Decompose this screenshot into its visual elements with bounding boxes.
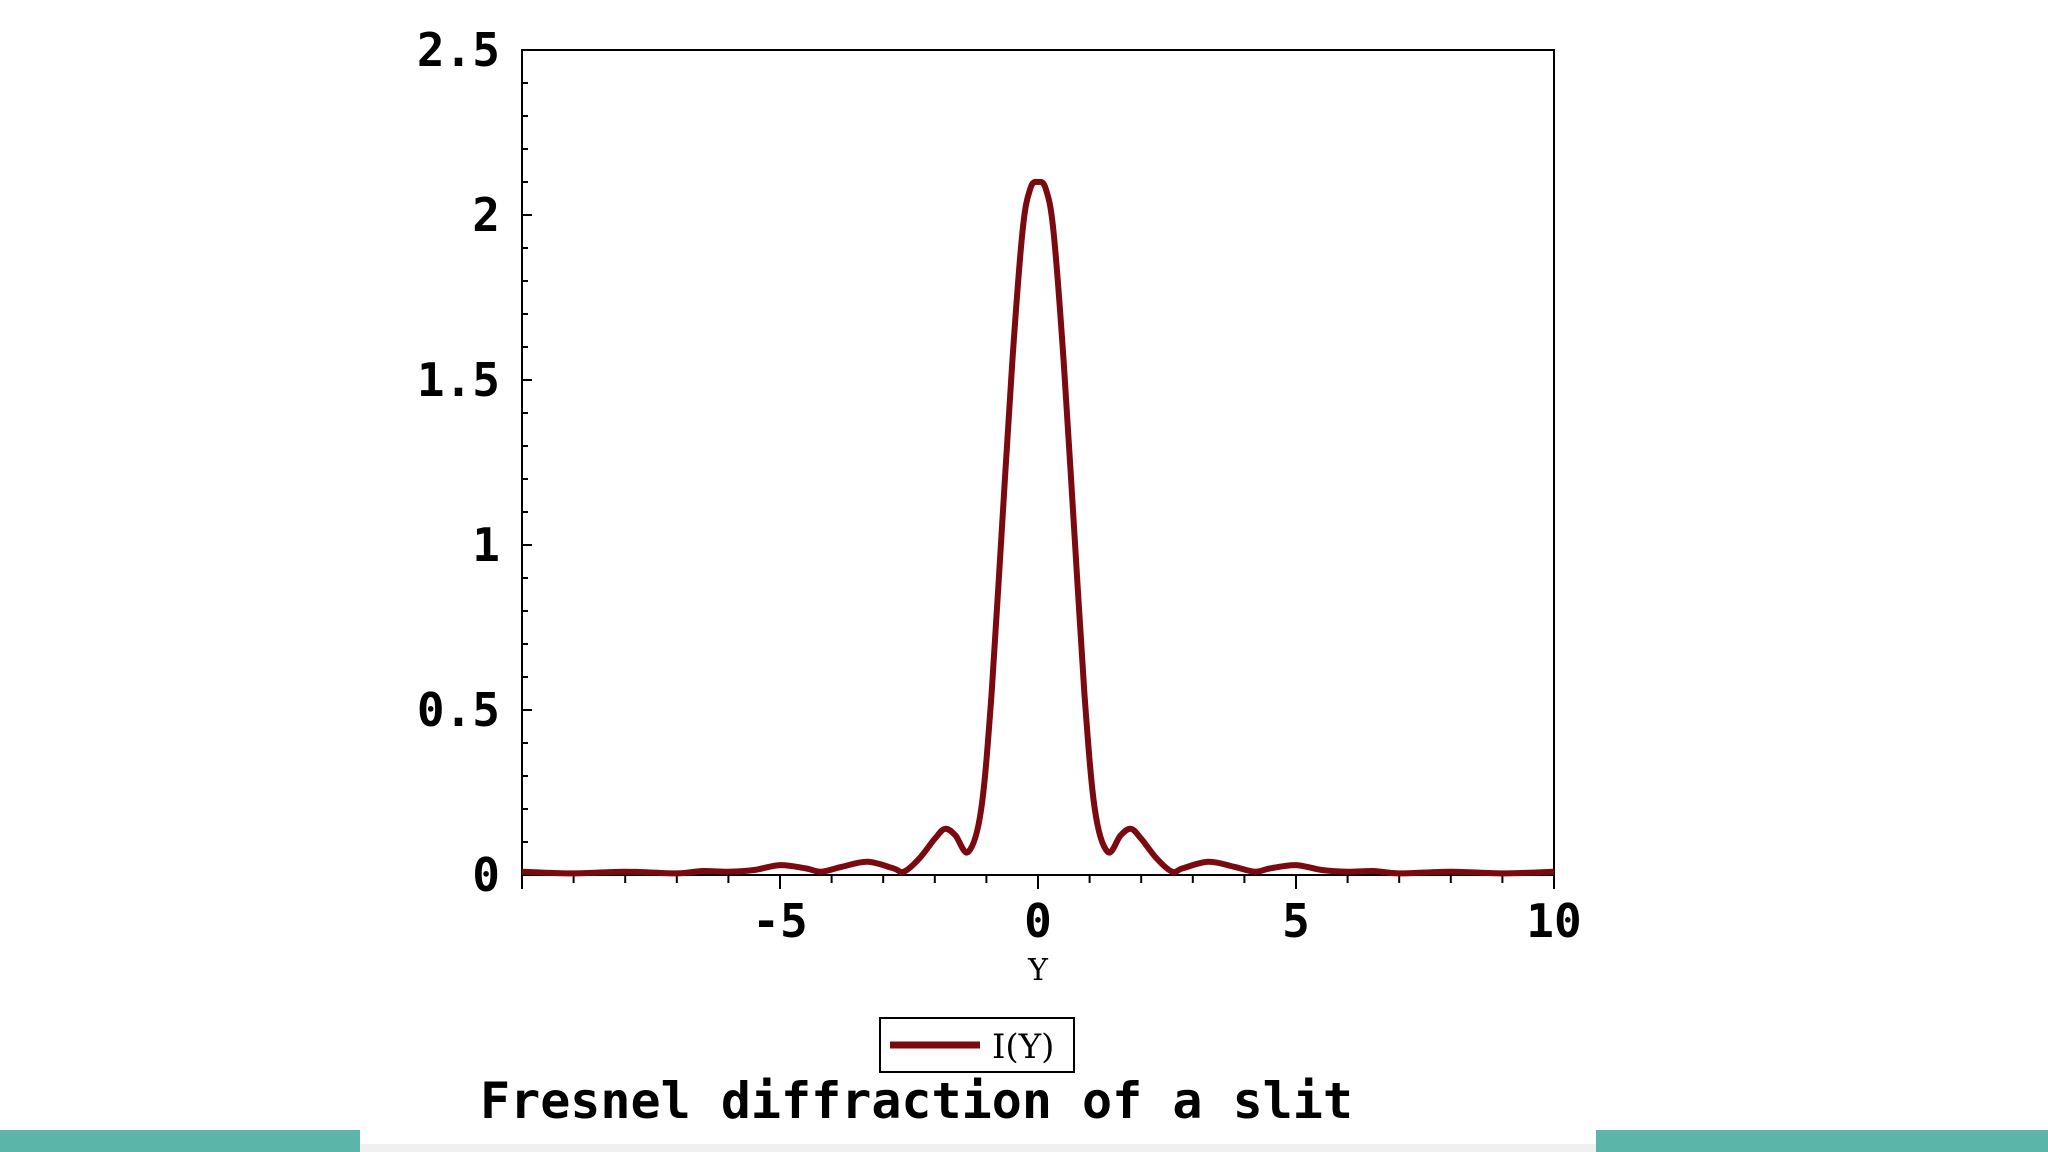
accent-bar-left <box>0 1130 360 1152</box>
plot-border <box>521 49 1555 876</box>
series-line-I-Y <box>521 178 1555 877</box>
x-tick-label: -5 <box>752 894 807 948</box>
x-tick-label: 10 <box>1526 894 1581 948</box>
legend-label: I(Y) <box>992 1027 1054 1067</box>
x-tick-label: 0 <box>1024 894 1052 948</box>
y-minor-ticks <box>522 49 532 876</box>
x-tick-label: 5 <box>1282 894 1310 948</box>
y-tick-label: 1 <box>472 518 500 572</box>
y-tick-label: 1.5 <box>417 353 500 407</box>
y-tick-label: 2.5 <box>417 23 500 77</box>
accent-bar-right <box>1596 1130 2048 1152</box>
y-tick-label: 0.5 <box>417 683 500 737</box>
x-minor-ticks <box>521 875 1555 889</box>
y-tick-labels: 0 0.5 1 1.5 2 2.5 <box>417 23 500 902</box>
legend: I(Y) <box>879 1017 1075 1073</box>
accent-bar-middle <box>360 1144 1596 1152</box>
chart-title: Fresnel diffraction of a slit <box>480 1072 1353 1130</box>
x-axis-label: Y <box>1027 953 1049 988</box>
plot-frame <box>521 49 1555 876</box>
y-tick-label: 2 <box>472 188 500 242</box>
x-tick-labels: -5 0 5 10 <box>752 894 1581 948</box>
y-tick-label: 0 <box>472 848 500 902</box>
